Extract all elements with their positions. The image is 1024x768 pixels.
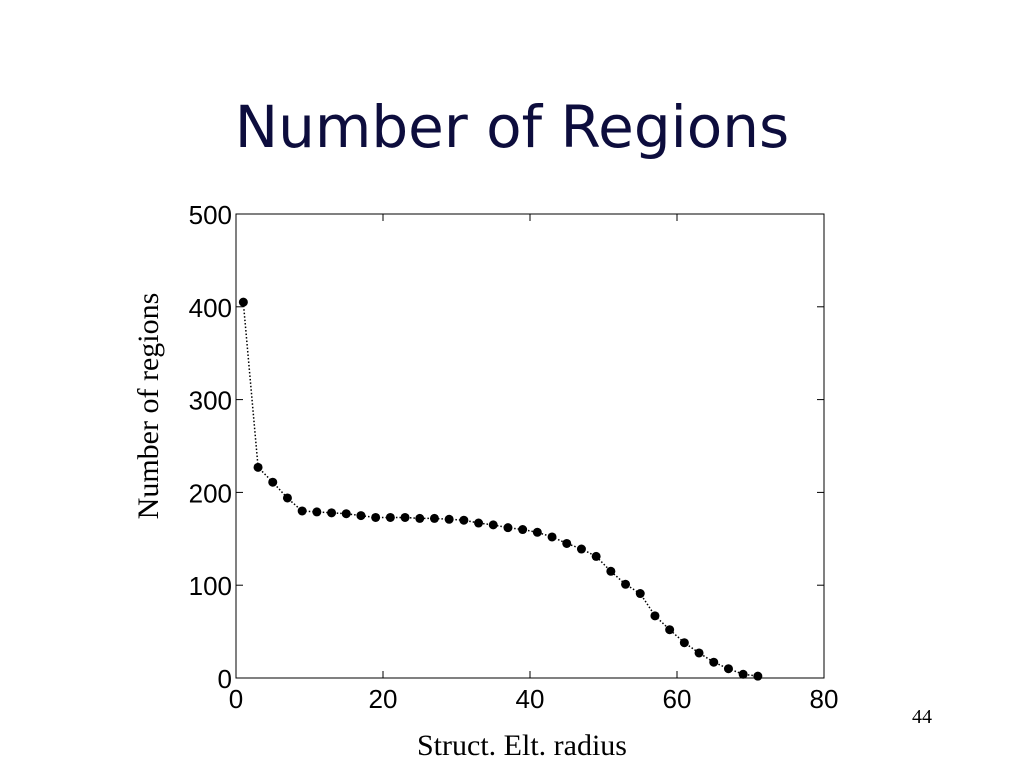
data-point bbox=[327, 508, 337, 518]
data-point bbox=[709, 657, 719, 667]
y-tick-label: 300 bbox=[189, 386, 232, 416]
data-point bbox=[738, 669, 748, 679]
y-tick-label: 200 bbox=[189, 478, 232, 508]
page-number: 44 bbox=[912, 706, 932, 728]
data-point bbox=[665, 625, 675, 635]
data-point bbox=[621, 579, 631, 589]
data-point bbox=[753, 671, 763, 681]
axis-tick-labels: 0 20 40 60 80 0 100 200 300 400 500 bbox=[189, 200, 839, 714]
plot-frame bbox=[235, 213, 825, 679]
y-tick-label: 400 bbox=[189, 293, 232, 323]
data-point bbox=[503, 523, 513, 533]
data-point bbox=[518, 525, 528, 535]
y-axis-label: Number of regions bbox=[132, 293, 165, 520]
data-point bbox=[723, 664, 733, 674]
data-point bbox=[282, 493, 292, 503]
data-point bbox=[459, 515, 469, 525]
data-point bbox=[606, 566, 616, 576]
data-point bbox=[341, 509, 351, 519]
data-point bbox=[694, 648, 704, 658]
series-line bbox=[242, 302, 758, 677]
data-point bbox=[650, 611, 660, 621]
x-tick-label: 20 bbox=[369, 684, 398, 714]
data-point bbox=[576, 544, 586, 554]
plot-box bbox=[235, 213, 825, 679]
axis-ticks bbox=[235, 213, 825, 679]
data-point bbox=[371, 512, 381, 522]
x-tick-label: 40 bbox=[516, 684, 545, 714]
y-tick-label: 500 bbox=[189, 200, 232, 230]
data-point bbox=[356, 511, 366, 521]
y-tick-label: 0 bbox=[218, 664, 232, 694]
data-point bbox=[268, 477, 278, 487]
data-point bbox=[415, 513, 425, 523]
data-point bbox=[532, 527, 542, 537]
data-point bbox=[444, 514, 454, 524]
data-point bbox=[679, 638, 689, 648]
slide-title: Number of Regions bbox=[234, 93, 790, 161]
data-point bbox=[591, 551, 601, 561]
data-point bbox=[488, 520, 498, 530]
data-point bbox=[474, 518, 484, 528]
data-point bbox=[400, 512, 410, 522]
x-axis-label: Struct. Elt. radius bbox=[417, 729, 627, 762]
data-point bbox=[429, 513, 439, 523]
x-tick-label: 60 bbox=[663, 684, 692, 714]
data-point bbox=[547, 532, 557, 542]
data-point bbox=[635, 589, 645, 599]
data-point bbox=[238, 297, 248, 307]
data-point bbox=[385, 512, 395, 522]
data-point bbox=[253, 462, 263, 472]
data-point bbox=[312, 507, 322, 517]
data-series bbox=[238, 297, 763, 681]
x-tick-label: 80 bbox=[810, 684, 839, 714]
data-point bbox=[297, 506, 307, 516]
y-tick-label: 100 bbox=[189, 571, 232, 601]
x-tick-label: 0 bbox=[229, 684, 243, 714]
data-point bbox=[562, 538, 572, 548]
